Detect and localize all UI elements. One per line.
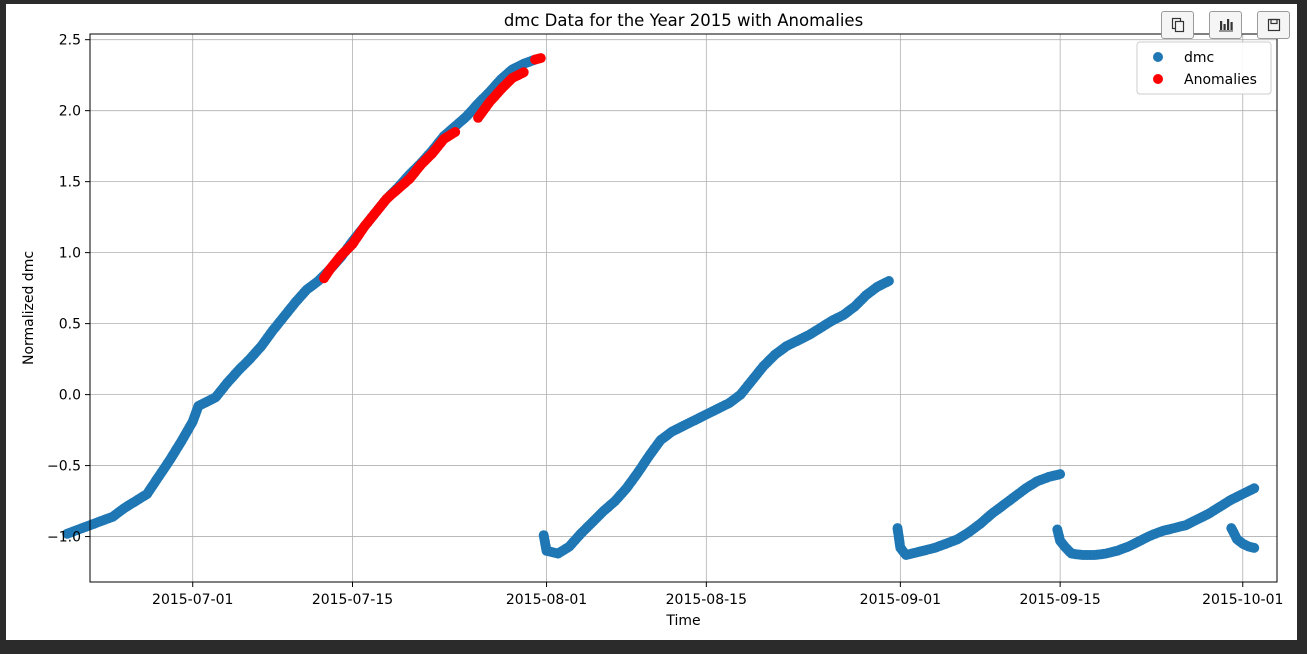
x-tick-label: 2015-08-15 [666,592,747,608]
y-tick-label: 2.0 [59,104,81,120]
bar-chart-icon [1218,19,1233,32]
x-tick-label: 2015-08-01 [506,592,587,608]
data-point-anomalies [518,67,529,78]
series-anomalies [319,53,546,284]
x-tick-label: 2015-09-15 [1019,592,1100,608]
y-tick-label: 1.5 [59,175,81,191]
plot-area [89,33,1278,583]
legend-label-anomalies: Anomalies [1184,72,1257,88]
chart-view-button[interactable] [1209,11,1242,39]
y-axis-label: Normalized dmc [21,251,37,365]
series-dmc [62,54,1260,560]
scatter-chart: 2015-07-01 2015-07-15 2015-08-01 2015-08-15… [21,11,1283,629]
y-tick-label: 0.5 [59,317,81,333]
chart-title: dmc Data for the Year 2015 with Anomalie… [504,11,863,30]
legend-marker-anomalies [1153,74,1163,84]
x-tick-label: 2015-07-01 [152,592,233,608]
y-tick-label: −1.0 [47,530,81,546]
data-point-dmc [1055,469,1066,480]
copy-icon [1171,17,1184,33]
grid [90,34,1277,582]
axis-ticks: 2015-07-01 2015-07-15 2015-08-01 2015-08-15… [47,33,1283,608]
legend-label-dmc: dmc [1184,50,1214,66]
save-icon [1267,18,1280,32]
y-tick-label: 0.0 [59,388,81,404]
legend-box [1136,41,1272,95]
x-tick-label: 2015-07-15 [312,592,393,608]
y-tick-label: 1.0 [59,246,81,262]
x-axis-label: Time [665,613,700,629]
figure-window: 2015-07-01 2015-07-15 2015-08-01 2015-08-15… [6,4,1297,640]
data-point-dmc [883,276,894,286]
data-point-dmc [1249,542,1260,553]
x-tick-label: 2015-09-01 [860,592,941,608]
legend-marker-dmc [1153,52,1163,62]
copy-button[interactable] [1161,11,1194,39]
x-tick-label: 2015-10-01 [1202,592,1283,608]
data-point-anomalies [535,53,546,64]
data-points [62,53,1260,560]
y-tick-label: 2.5 [59,33,81,49]
save-button[interactable] [1257,11,1290,39]
y-tick-label: −0.5 [47,459,81,475]
legend: dmc Anomalies [1136,41,1272,95]
data-point-anomalies [450,127,461,137]
data-point-dmc [1249,483,1260,494]
